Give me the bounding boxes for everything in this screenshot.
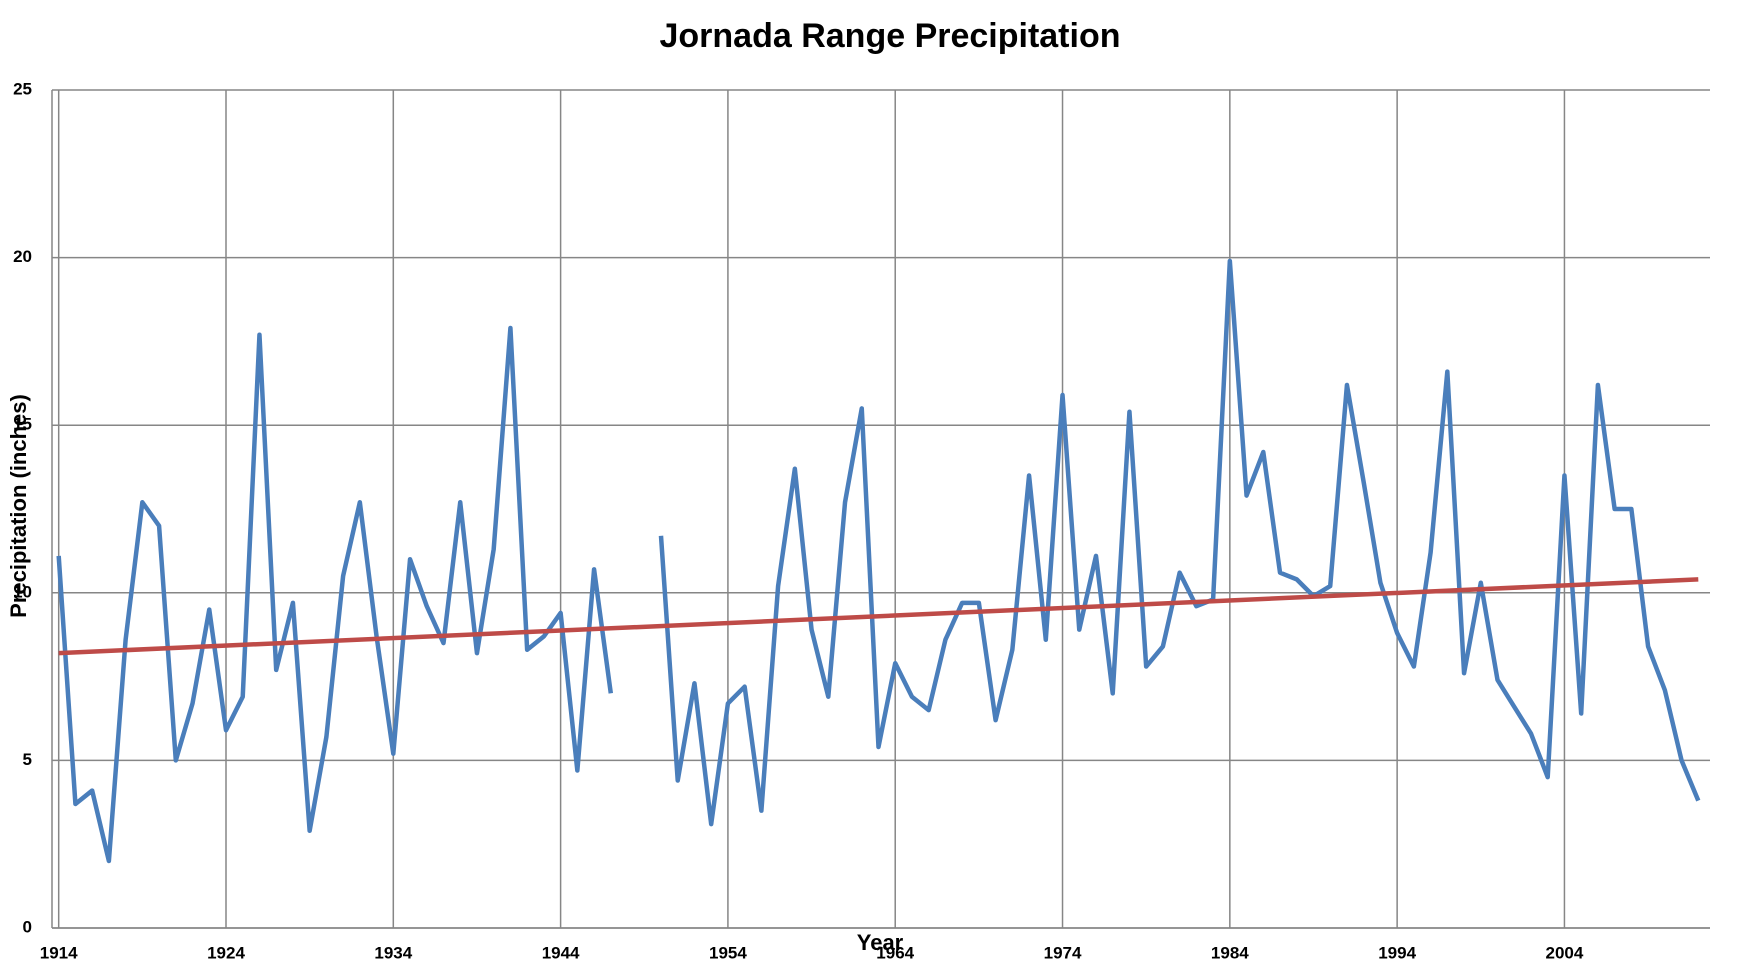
x-tick-label: 1944 (542, 943, 580, 962)
y-tick-label: 10 (13, 582, 32, 601)
x-tick-label: 1924 (207, 943, 245, 962)
x-tick-label: 1934 (374, 943, 412, 962)
x-tick-label: 1994 (1378, 943, 1416, 962)
y-tick-label: 5 (23, 750, 32, 769)
x-tick-label: 2004 (1546, 943, 1584, 962)
x-tick-label: 1984 (1211, 943, 1249, 962)
y-axis-label: Precipitation (inches) (6, 394, 31, 618)
x-tick-label: 1954 (709, 943, 747, 962)
y-tick-label: 25 (13, 79, 32, 98)
x-axis-label: Year (857, 930, 904, 955)
y-tick-label: 20 (13, 247, 32, 266)
data-line (56, 258, 1701, 864)
x-tick-label: 1914 (40, 943, 78, 962)
y-tick-label: 15 (13, 415, 32, 434)
chart-title: Jornada Range Precipitation (660, 17, 1121, 55)
x-tick-label: 1964 (876, 943, 914, 962)
x-tick-label: 1974 (1044, 943, 1082, 962)
data-line (58, 577, 1699, 656)
y-tick-label: 0 (23, 917, 32, 936)
